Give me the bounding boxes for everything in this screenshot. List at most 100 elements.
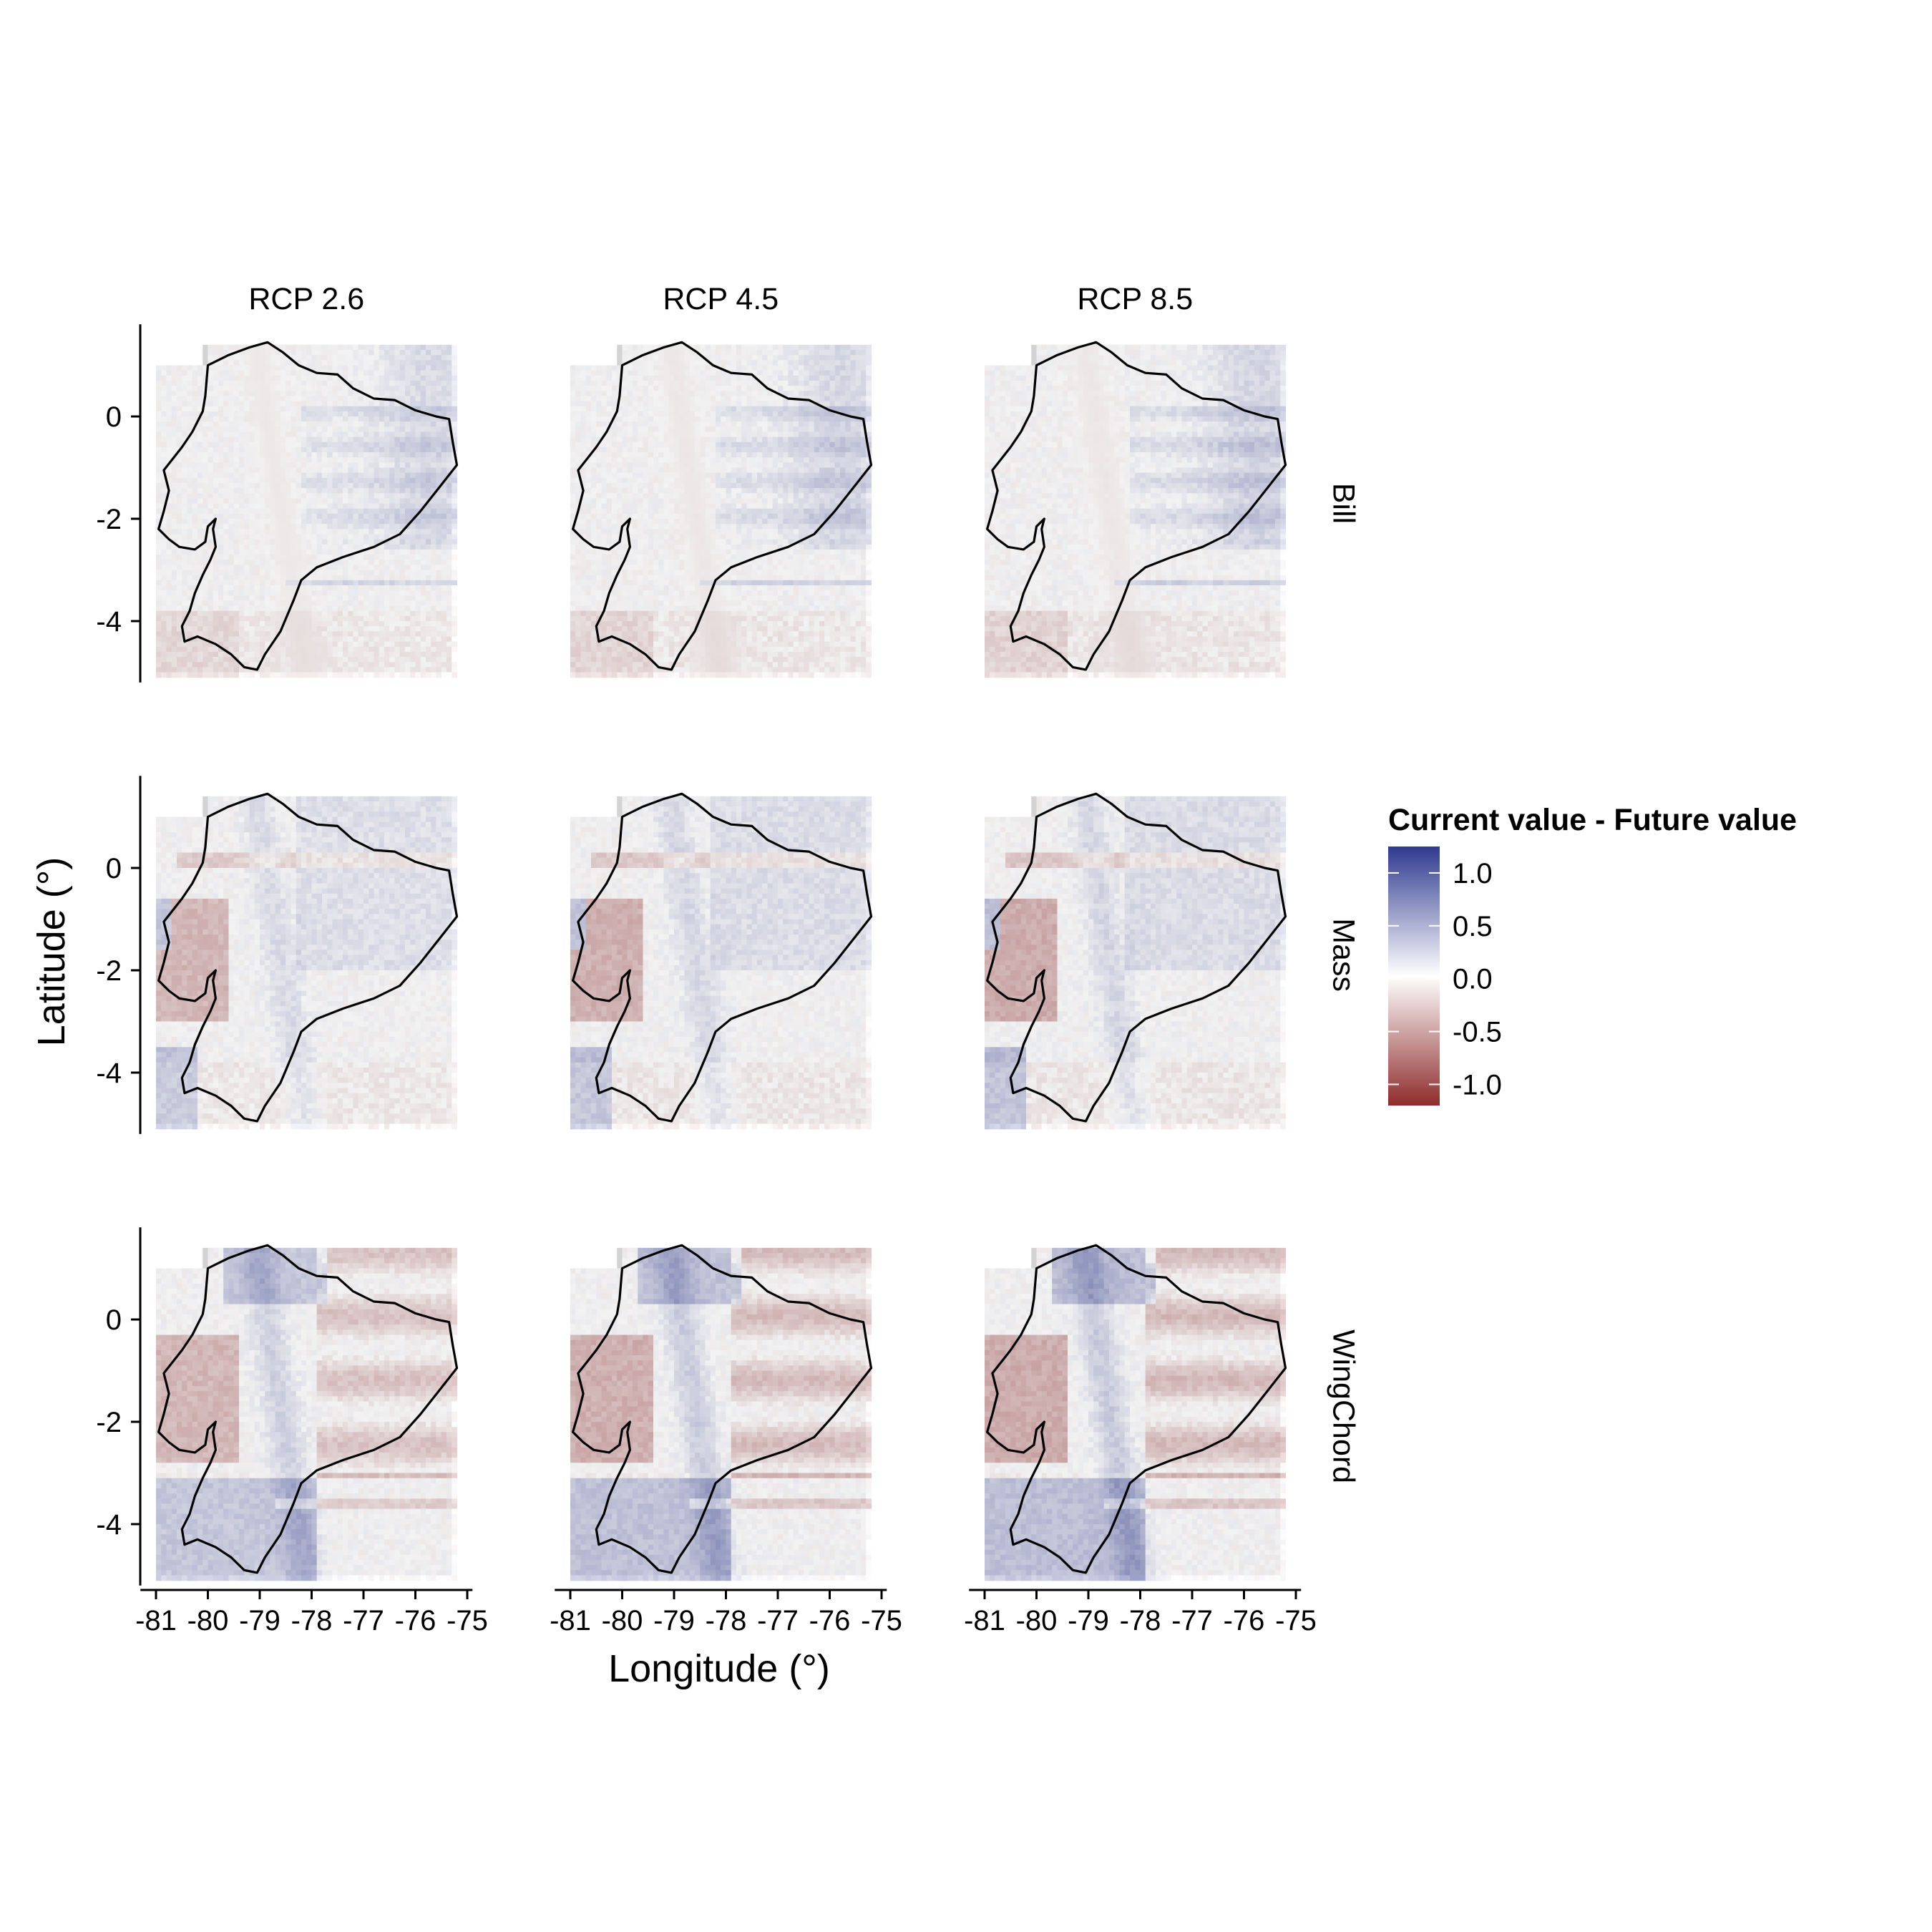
raster-cell	[317, 540, 323, 545]
raster-cell	[447, 355, 452, 361]
raster-cell	[384, 590, 390, 596]
raster-cell	[239, 371, 245, 376]
raster-cell	[348, 642, 353, 648]
raster-cell	[172, 662, 177, 668]
raster-cell	[275, 570, 281, 576]
raster-cell	[426, 565, 431, 570]
raster-cell	[586, 462, 592, 468]
raster-cell	[327, 366, 333, 371]
raster-cell	[570, 493, 576, 499]
raster-cell	[338, 652, 343, 658]
raster-cell	[275, 519, 281, 525]
raster-cell	[291, 545, 297, 550]
raster-cell	[208, 457, 214, 463]
raster-cell	[275, 478, 281, 484]
raster-cell	[436, 580, 442, 586]
raster-cell	[255, 535, 260, 540]
raster-cell	[384, 376, 390, 381]
raster-cell	[395, 565, 401, 570]
raster-cell	[213, 498, 219, 504]
raster-cell	[441, 673, 447, 678]
raster-cell	[358, 504, 364, 509]
raster-cell	[265, 360, 270, 366]
raster-cell	[581, 416, 587, 422]
raster-cell	[338, 391, 343, 396]
raster-cell	[275, 442, 281, 448]
raster-cell	[447, 570, 452, 576]
raster-cell	[338, 667, 343, 673]
raster-cell	[255, 524, 260, 530]
raster-cell	[322, 616, 328, 622]
raster-cell	[208, 442, 214, 448]
raster-cell	[229, 514, 235, 519]
raster-cell	[229, 366, 235, 371]
raster-cell	[317, 514, 323, 519]
raster-cell	[441, 647, 447, 653]
raster-cell	[306, 519, 312, 525]
raster-cell	[379, 504, 385, 509]
raster-cell	[389, 437, 395, 443]
raster-cell	[343, 590, 348, 596]
raster-cell	[312, 540, 318, 545]
raster-cell	[602, 473, 608, 479]
raster-cell	[177, 555, 182, 560]
raster-cell	[348, 345, 353, 351]
raster-cell	[447, 509, 452, 514]
raster-cell	[255, 616, 260, 622]
raster-cell	[410, 560, 416, 565]
raster-cell	[270, 421, 276, 427]
raster-cell	[416, 416, 421, 422]
raster-cell	[343, 600, 348, 606]
raster-cell	[156, 565, 162, 570]
raster-cell	[322, 468, 328, 474]
raster-cell	[426, 452, 431, 458]
raster-cell	[395, 376, 401, 381]
raster-cell	[286, 371, 291, 376]
raster-cell	[395, 514, 401, 519]
raster-cell	[270, 478, 276, 484]
raster-cell	[333, 509, 338, 514]
raster-cell	[364, 580, 369, 586]
raster-cell	[591, 462, 597, 468]
raster-cell	[177, 673, 182, 678]
raster-cell	[218, 575, 224, 581]
raster-cell	[570, 621, 576, 627]
raster-cell	[441, 488, 447, 494]
raster-cell	[172, 416, 177, 422]
raster-cell	[296, 560, 302, 565]
raster-cell	[244, 652, 250, 658]
raster-cell	[280, 411, 286, 417]
raster-cell	[436, 360, 442, 366]
raster-cell	[280, 529, 286, 535]
raster-cell	[177, 437, 182, 443]
raster-cell	[364, 631, 369, 637]
raster-cell	[192, 468, 198, 474]
raster-cell	[182, 468, 187, 474]
raster-cell	[275, 396, 281, 401]
raster-cell	[607, 376, 613, 381]
raster-cell	[400, 550, 406, 555]
raster-cell	[327, 462, 333, 468]
raster-cell	[197, 432, 203, 438]
raster-cell	[421, 416, 426, 422]
panel-bill-45	[570, 342, 872, 678]
raster-cell	[421, 360, 426, 366]
raster-cell	[421, 488, 426, 494]
raster-cell	[364, 565, 369, 570]
raster-cell	[229, 416, 235, 422]
raster-cell	[447, 493, 452, 499]
raster-cell	[395, 386, 401, 391]
raster-cell	[447, 621, 452, 627]
raster-cell	[343, 350, 348, 356]
raster-cell	[426, 519, 431, 525]
raster-cell	[156, 366, 162, 371]
raster-cell	[255, 350, 260, 356]
raster-cell	[586, 652, 592, 658]
raster-cell	[177, 421, 182, 427]
raster-cell	[218, 606, 224, 612]
raster-cell	[306, 426, 312, 432]
raster-cell	[239, 421, 245, 427]
raster-cell	[275, 457, 281, 463]
raster-cell	[187, 457, 193, 463]
raster-cell	[384, 426, 390, 432]
